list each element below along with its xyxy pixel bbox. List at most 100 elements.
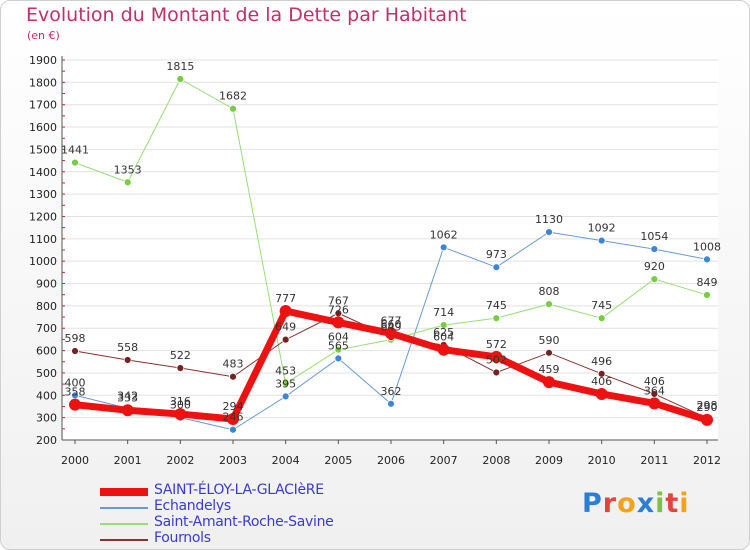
data-label: 483 <box>223 358 244 371</box>
x-tick-label: 2010 <box>588 454 616 467</box>
data-point <box>227 412 239 425</box>
y-tick-label: 800 <box>36 300 57 313</box>
legend: SAINT-ÉLOY-LA-GLACIèRE Echandelys Saint-Am… <box>100 482 400 548</box>
legend-swatch <box>100 523 148 525</box>
x-tick-label: 2002 <box>166 454 194 467</box>
data-point <box>597 314 606 323</box>
data-label: 496 <box>591 355 612 368</box>
data-label: 767 <box>328 294 349 307</box>
data-point <box>279 305 292 318</box>
data-point <box>437 343 450 356</box>
data-point <box>385 327 397 340</box>
y-tick-label: 1200 <box>29 210 57 223</box>
logo-letter: t <box>665 488 680 519</box>
data-label: 1008 <box>693 240 721 253</box>
legend-item: Echandelys <box>100 498 400 516</box>
legend-item: Saint-Amant-Roche-Savine <box>100 514 400 532</box>
chart-subtitle: (en €) <box>27 29 60 42</box>
data-label: 920 <box>644 260 665 273</box>
data-point <box>71 347 79 355</box>
chart-title: Evolution du Montant de la Dette par Hab… <box>26 4 467 26</box>
data-label: 502 <box>486 353 507 366</box>
data-point <box>650 275 659 283</box>
data-label: 1130 <box>535 213 563 226</box>
data-point <box>281 335 290 344</box>
logo-letter: x <box>636 488 656 519</box>
data-label: 714 <box>433 306 454 319</box>
logo-letter: i <box>655 488 666 519</box>
legend-swatch <box>100 488 148 496</box>
data-point <box>123 178 132 187</box>
x-tick-label: 2000 <box>61 454 89 467</box>
data-label: 453 <box>275 364 296 377</box>
x-tick-label: 2005 <box>324 454 352 467</box>
data-point <box>229 372 237 381</box>
data-point <box>545 348 553 357</box>
data-point <box>334 354 343 363</box>
data-label: 558 <box>117 341 138 354</box>
data-label: 649 <box>381 321 402 334</box>
data-point <box>545 228 553 237</box>
data-point <box>439 321 448 330</box>
y-tick-label: 1000 <box>29 255 57 268</box>
data-label: 590 <box>539 334 560 347</box>
y-tick-label: 900 <box>36 278 57 291</box>
data-point <box>229 104 237 113</box>
data-label: 364 <box>644 384 665 397</box>
data-label: 1682 <box>219 90 247 103</box>
data-label: 849 <box>697 276 718 289</box>
logo-letter: P <box>582 488 603 519</box>
data-label: 333 <box>117 391 138 404</box>
data-point <box>174 408 187 421</box>
data-label: 362 <box>381 385 402 398</box>
logo-letter: o <box>617 488 637 519</box>
data-point <box>545 300 553 308</box>
data-label: 358 <box>65 386 86 399</box>
data-label: 745 <box>591 299 612 312</box>
data-label: 400 <box>65 376 86 389</box>
data-label: 1092 <box>588 222 616 235</box>
legend-label: Saint-Amant-Roche-Savine <box>154 514 334 530</box>
y-tick-label: 500 <box>36 367 57 380</box>
x-tick-label: 2004 <box>272 454 300 467</box>
data-point <box>71 158 79 167</box>
data-label: 649 <box>275 321 296 334</box>
x-tick-label: 2009 <box>535 454 563 467</box>
y-tick-label: 1400 <box>29 166 57 179</box>
data-label: 660 <box>381 318 402 331</box>
data-point <box>176 75 185 83</box>
data-label: 625 <box>433 326 454 339</box>
data-point <box>597 236 606 245</box>
data-label: 677 <box>381 314 402 327</box>
x-tick-label: 2012 <box>693 454 721 467</box>
y-tick-label: 1100 <box>29 233 57 246</box>
data-label: 1815 <box>166 60 194 73</box>
x-tick-label: 2008 <box>482 454 510 467</box>
data-label: 522 <box>170 349 191 362</box>
y-tick-label: 700 <box>36 322 57 335</box>
data-point <box>121 404 134 417</box>
data-label: 294 <box>223 400 244 413</box>
data-point <box>176 364 185 372</box>
proxiti-logo: Proxiti <box>582 488 690 519</box>
logo-letter: r <box>602 488 618 519</box>
y-tick-label: 400 <box>36 389 57 402</box>
y-tick-label: 600 <box>36 345 57 358</box>
data-point <box>332 316 345 329</box>
data-point <box>69 398 81 411</box>
data-label: 565 <box>328 339 349 352</box>
y-tick-label: 1600 <box>29 121 57 134</box>
data-label: 604 <box>328 331 349 344</box>
series-0 <box>69 305 713 426</box>
data-point <box>595 387 608 400</box>
data-point <box>387 399 395 408</box>
y-tick-label: 1300 <box>29 188 57 201</box>
data-point <box>492 263 501 272</box>
data-label: 572 <box>486 338 507 351</box>
data-label: 298 <box>697 399 718 412</box>
legend-swatch <box>100 507 148 509</box>
y-tick-label: 1700 <box>29 99 57 112</box>
data-point <box>703 255 711 264</box>
data-label: 1353 <box>114 163 142 176</box>
data-point <box>492 314 501 323</box>
